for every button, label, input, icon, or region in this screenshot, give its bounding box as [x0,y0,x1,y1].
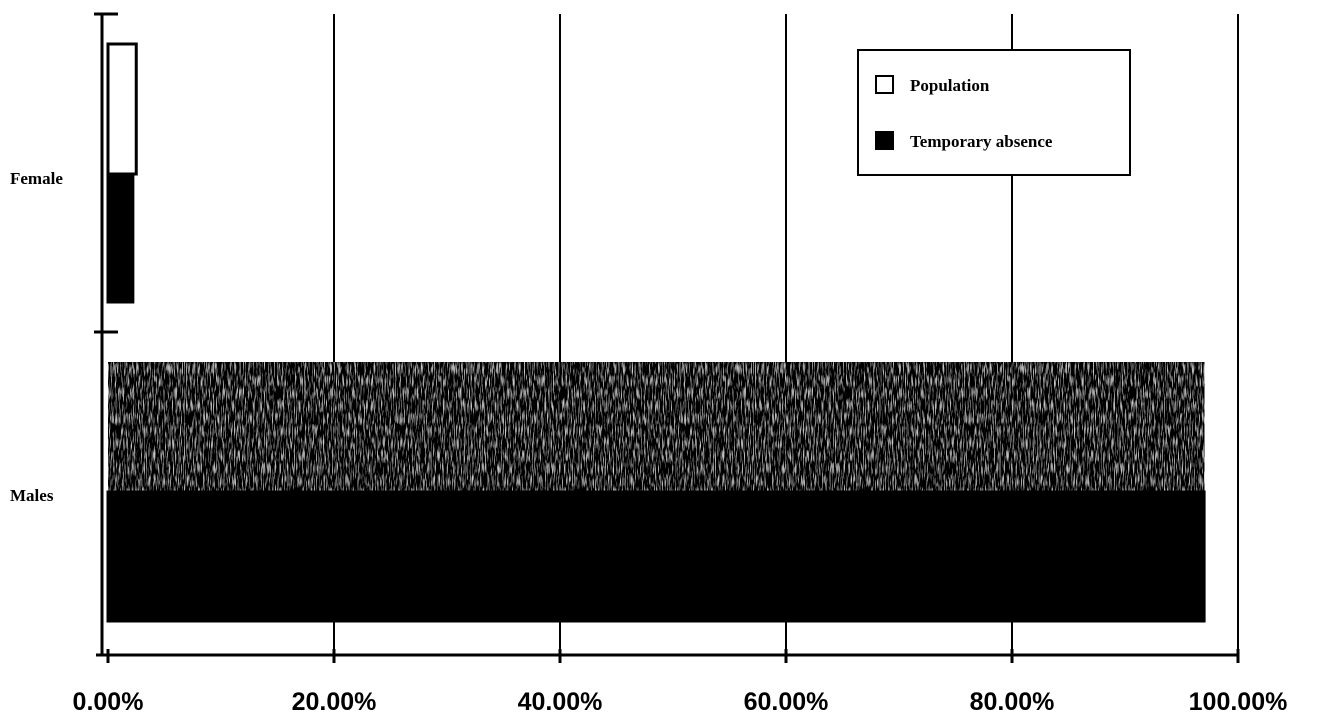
bars [106,42,1206,623]
bar-population-female [106,42,138,176]
axes [94,12,1240,663]
x-tick-label: 20.00% [292,688,377,716]
x-tick-label: 0.00% [73,688,144,716]
category-label-female: Female [10,169,63,188]
bar-temporary-absence-female [106,172,135,304]
legend-label-temporary-absence: Temporary absence [910,132,1053,151]
x-tick-labels: 0.00% 20.00% 40.00% 60.00% 80.00% 100.00% [73,688,1288,716]
legend: Population Temporary absence [857,49,1131,176]
legend-box [857,49,1131,176]
bar-population-males [106,360,1206,494]
category-label-males: Males [10,486,54,505]
x-tick-label: 40.00% [518,688,603,716]
x-tick-label: 60.00% [744,688,829,716]
legend-swatch-temporary-absence [875,131,894,150]
x-tick-label: 80.00% [970,688,1055,716]
bar-temporary-absence-males [106,490,1206,623]
legend-swatch-population [875,75,894,94]
x-tick-label: 100.00% [1189,688,1288,716]
category-labels: Female Males [10,169,63,505]
legend-label-population: Population [910,76,990,95]
